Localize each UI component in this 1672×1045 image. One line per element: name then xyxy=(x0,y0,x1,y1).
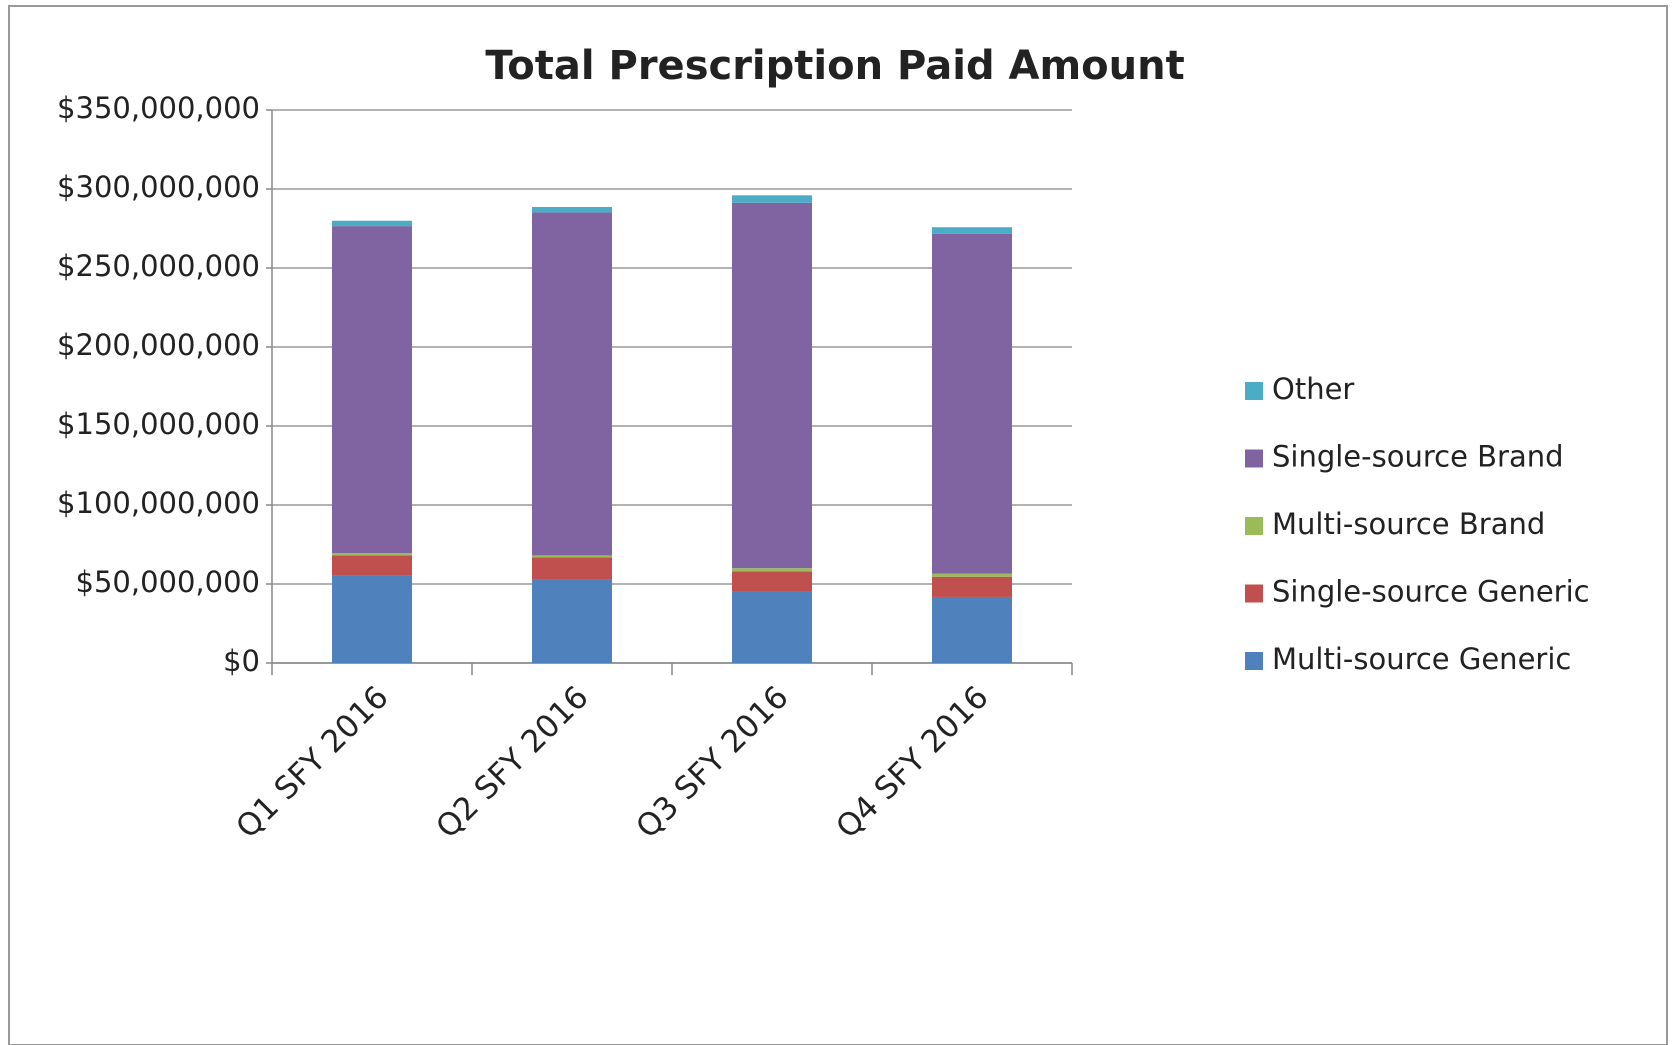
legend-label: Multi-source Generic xyxy=(1272,642,1571,676)
bar-segment xyxy=(332,553,412,556)
bar-segment xyxy=(932,227,1012,234)
bar-segment xyxy=(932,233,1012,574)
y-tick-label: $200,000,000 xyxy=(57,328,260,362)
legend-swatch xyxy=(1245,652,1263,670)
y-tick-label: $250,000,000 xyxy=(57,249,260,283)
bar-segment xyxy=(732,195,812,203)
legend-swatch xyxy=(1245,449,1263,468)
legend-label: Multi-source Brand xyxy=(1272,507,1545,541)
bar-segment xyxy=(332,226,412,554)
y-tick-label: $350,000,000 xyxy=(57,91,260,125)
y-tick-label: $50,000,000 xyxy=(76,565,261,599)
bar-segment xyxy=(732,202,812,569)
chart-frame xyxy=(8,5,1668,1045)
bar-segment xyxy=(532,212,612,556)
legend-label: Single-source Brand xyxy=(1272,440,1564,474)
bar-segment xyxy=(332,220,412,227)
legend-swatch xyxy=(1245,584,1263,603)
bar-segment xyxy=(932,576,1012,597)
legend-label: Single-source Generic xyxy=(1272,575,1590,609)
bar-segment xyxy=(532,579,612,663)
legend-swatch xyxy=(1245,517,1263,535)
bar-segment xyxy=(332,555,412,576)
bar-segment xyxy=(532,207,612,213)
bar-segment xyxy=(332,575,412,663)
y-tick-label: $300,000,000 xyxy=(57,170,260,204)
bar-segment xyxy=(532,555,612,558)
legend-label: Other xyxy=(1272,372,1354,406)
y-tick-label: $0 xyxy=(223,644,260,678)
bar-segment xyxy=(532,557,612,580)
legend-swatch xyxy=(1245,382,1263,400)
y-tick-label: $100,000,000 xyxy=(57,486,260,520)
bar-segment xyxy=(732,591,812,663)
bar-segment xyxy=(732,568,812,572)
bar-segment xyxy=(932,596,1012,663)
y-tick-label: $150,000,000 xyxy=(57,407,260,441)
bar-segment xyxy=(932,573,1012,577)
chart-title: Total Prescription Paid Amount xyxy=(485,43,1184,89)
bar-segment xyxy=(732,571,812,592)
